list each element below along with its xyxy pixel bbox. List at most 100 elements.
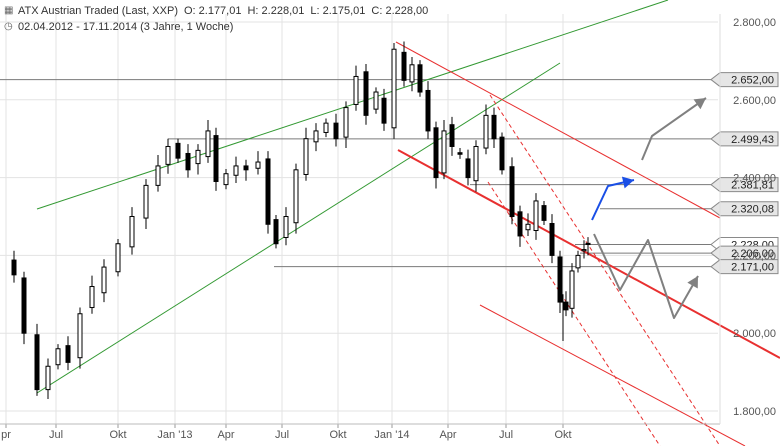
candle xyxy=(449,116,455,156)
candle-body-up xyxy=(45,365,51,391)
candle-body-down xyxy=(557,256,563,303)
price-label-box xyxy=(710,177,779,193)
candle-body-up xyxy=(143,184,149,219)
candle-body-up xyxy=(205,130,211,158)
header-row-quote: ▦ ATX Austrian Traded (Last, XXP) O: 2.1… xyxy=(4,3,428,19)
range-projection-arrow-head xyxy=(687,276,698,289)
price-label: 2.320,08 xyxy=(710,201,779,217)
candle-body-up xyxy=(483,114,489,149)
high-value: H: 2.228,01 xyxy=(247,5,305,17)
candle xyxy=(11,250,17,283)
candle-body-up xyxy=(223,173,229,186)
bullish-projection-arrow-head xyxy=(693,98,706,110)
candle-body-up xyxy=(575,254,581,269)
x-tick-label: Okt xyxy=(329,429,346,441)
candle-body-down xyxy=(175,142,181,159)
candle-body-down xyxy=(333,122,339,140)
candle xyxy=(323,118,329,138)
candle-body-up xyxy=(77,313,83,359)
candlesticks xyxy=(11,41,591,399)
candle-body-down xyxy=(11,259,17,276)
x-tick-label: Jul xyxy=(275,429,289,441)
candle-body-down xyxy=(549,223,555,256)
candle xyxy=(303,127,309,181)
candle-body-up xyxy=(293,169,299,224)
candle xyxy=(373,87,379,114)
breakout-arrow xyxy=(591,176,635,221)
candle xyxy=(483,104,489,155)
price-label: 2.171,00 xyxy=(710,259,779,275)
price-label-text: 2.499,43 xyxy=(731,134,774,146)
candle-body-down xyxy=(65,345,71,363)
candle xyxy=(34,323,40,396)
downtrend-middle-line xyxy=(397,149,780,359)
candle xyxy=(525,213,531,236)
candle xyxy=(585,237,591,256)
low-value: L: 2.175,01 xyxy=(310,5,366,17)
uptrend-upper-line xyxy=(36,0,669,210)
candle xyxy=(101,259,107,303)
price-label-box xyxy=(710,72,779,88)
x-tick-label: Jan '13 xyxy=(157,429,192,441)
candle xyxy=(213,127,219,191)
candle xyxy=(425,81,431,139)
price-label-text: 2.171,00 xyxy=(731,262,774,274)
chart-header: ▦ ATX Austrian Traded (Last, XXP) O: 2.1… xyxy=(4,3,428,35)
price-label-box xyxy=(710,245,779,261)
close-value: C: 2.228,00 xyxy=(371,5,429,17)
candle-body-up xyxy=(409,64,415,83)
candle-body-up xyxy=(525,223,531,231)
candle xyxy=(65,336,71,371)
candle xyxy=(575,250,581,273)
candle xyxy=(115,239,121,277)
candle-body-up xyxy=(343,107,349,138)
candle xyxy=(293,163,299,234)
x-tick-label: Jan '14 xyxy=(374,429,409,441)
candle-body-down xyxy=(185,152,191,171)
candle xyxy=(89,275,95,314)
price-label-box xyxy=(710,259,779,275)
projection-arrows xyxy=(591,97,707,319)
candle-body-down xyxy=(457,152,463,155)
candle-body-up xyxy=(115,243,121,273)
candle-body-up xyxy=(129,216,135,248)
candle-body-down xyxy=(465,158,471,179)
downtrend-upper-line xyxy=(395,41,721,219)
candle-body-up xyxy=(55,348,61,366)
candle xyxy=(473,140,479,192)
candle xyxy=(313,123,319,152)
candle xyxy=(581,240,587,259)
candle xyxy=(175,138,181,163)
candle xyxy=(233,156,239,184)
candle xyxy=(243,159,249,181)
header-row-range: ◷ 02.04.2012 - 17.11.2014 (3 Jahre, 1 Wo… xyxy=(4,19,428,35)
candle xyxy=(333,113,339,147)
price-label: 2.206,00 xyxy=(710,245,779,261)
candle xyxy=(569,263,575,318)
candle-body-down xyxy=(499,136,505,171)
candle-body-down xyxy=(585,242,591,246)
candle-body-down xyxy=(433,127,439,179)
candle-body-down xyxy=(363,71,369,116)
x-tick-label: Jul xyxy=(499,429,513,441)
candle-body-up xyxy=(373,91,379,110)
candle-body-down xyxy=(491,114,497,140)
instrument-title: ATX Austrian Traded (Last, XXP) xyxy=(18,5,178,17)
candle-body-up xyxy=(255,161,261,169)
chart-settings-icon[interactable]: ▦ xyxy=(4,5,14,16)
candle xyxy=(255,151,261,175)
candle-body-down xyxy=(401,51,407,81)
price-label-text: 2.652,00 xyxy=(731,75,774,87)
candle-body-up xyxy=(569,270,575,309)
candle xyxy=(491,107,497,149)
x-tick-label: Okt xyxy=(554,429,571,441)
candle-body-up xyxy=(233,165,239,176)
candle xyxy=(533,193,539,240)
open-value: O: 2.177,01 xyxy=(183,5,242,17)
candle-body-down xyxy=(21,277,27,334)
candle-body-up xyxy=(313,130,319,143)
candle xyxy=(185,144,191,178)
candle-body-up xyxy=(165,145,171,165)
candle-body-up xyxy=(581,249,587,252)
downtrend-lower-line xyxy=(479,304,746,446)
